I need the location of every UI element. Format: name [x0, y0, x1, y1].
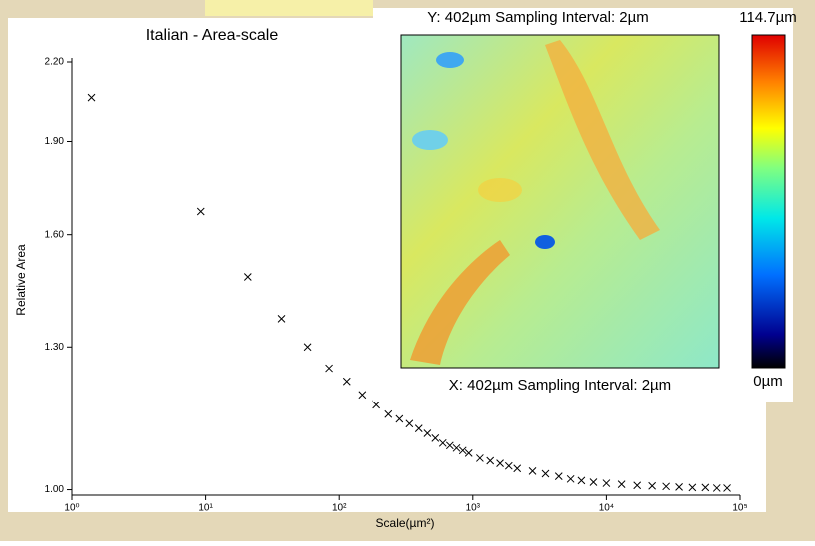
- point: [602, 479, 611, 487]
- point: [617, 480, 626, 489]
- point: [423, 429, 432, 437]
- y-axis-label: Relative Area: [14, 244, 28, 316]
- point: [325, 364, 333, 373]
- point: [464, 449, 473, 457]
- point: [438, 438, 447, 447]
- point: [431, 434, 440, 442]
- y-tick-label: 1.90: [45, 136, 65, 147]
- y-tick-label: 2.20: [45, 57, 65, 68]
- color-bar: [751, 34, 786, 369]
- point: [633, 481, 642, 490]
- inset-top-label: Y: 402µm Sampling Interval: 2µm: [427, 9, 649, 26]
- y-tick-label: 1.00: [45, 484, 65, 495]
- plot: 1.00 1.30 1.60 1.90 2.20 10⁰ 10¹ 10² 10³ 10⁴ 10⁵: [45, 57, 748, 514]
- point: [452, 443, 461, 452]
- point: [504, 461, 513, 470]
- point: [243, 273, 252, 281]
- point: [554, 472, 563, 481]
- point: [712, 484, 721, 492]
- point: [528, 467, 537, 475]
- x-tick-label: 10¹: [198, 503, 213, 514]
- pit: [436, 52, 464, 68]
- point: [414, 424, 423, 432]
- ridge: [545, 40, 660, 240]
- point: [445, 441, 454, 450]
- x-tick-label: 10⁵: [732, 503, 747, 514]
- point: [541, 469, 550, 478]
- chart-title: Italian - Area-scale: [146, 27, 279, 44]
- point: [384, 409, 393, 418]
- x-tick-label: 10⁴: [599, 503, 614, 514]
- inset: Y: 402µm Sampling Interval: 2µm 114.7µm …: [373, 8, 797, 402]
- pit: [412, 130, 448, 150]
- point: [372, 400, 380, 409]
- scale-min: 0µm: [753, 373, 782, 390]
- header-tab: [205, 0, 373, 16]
- point: [566, 474, 575, 483]
- point: [589, 478, 598, 486]
- x-tick-label: 10³: [466, 503, 481, 514]
- inset-bottom-label: X: 402µm Sampling Interval: 2µm: [449, 377, 671, 394]
- point: [675, 482, 683, 491]
- point: [476, 454, 484, 462]
- point: [342, 377, 351, 386]
- x-axis-label: Scale(µm²): [376, 516, 435, 530]
- y-tick-label: 1.30: [45, 342, 65, 353]
- point: [648, 481, 657, 490]
- patch: [478, 178, 522, 202]
- point: [513, 464, 522, 473]
- point: [577, 476, 586, 485]
- point: [486, 456, 495, 465]
- point: [405, 419, 414, 428]
- point: [662, 482, 670, 491]
- point: [87, 93, 96, 102]
- ridge: [410, 240, 510, 365]
- pit: [535, 235, 555, 249]
- point: [395, 414, 404, 423]
- x-tick-label: 10⁰: [64, 503, 79, 514]
- y-tick-label: 1.60: [45, 229, 65, 240]
- point: [688, 483, 697, 492]
- point: [496, 459, 504, 467]
- scale-max: 114.7µm: [739, 9, 797, 26]
- x-tick-label: 10²: [332, 503, 347, 514]
- point: [458, 446, 467, 455]
- point: [701, 483, 710, 492]
- point: [277, 314, 286, 323]
- point: [723, 484, 731, 492]
- point: [303, 343, 312, 352]
- point: [196, 207, 205, 216]
- point: [358, 391, 367, 400]
